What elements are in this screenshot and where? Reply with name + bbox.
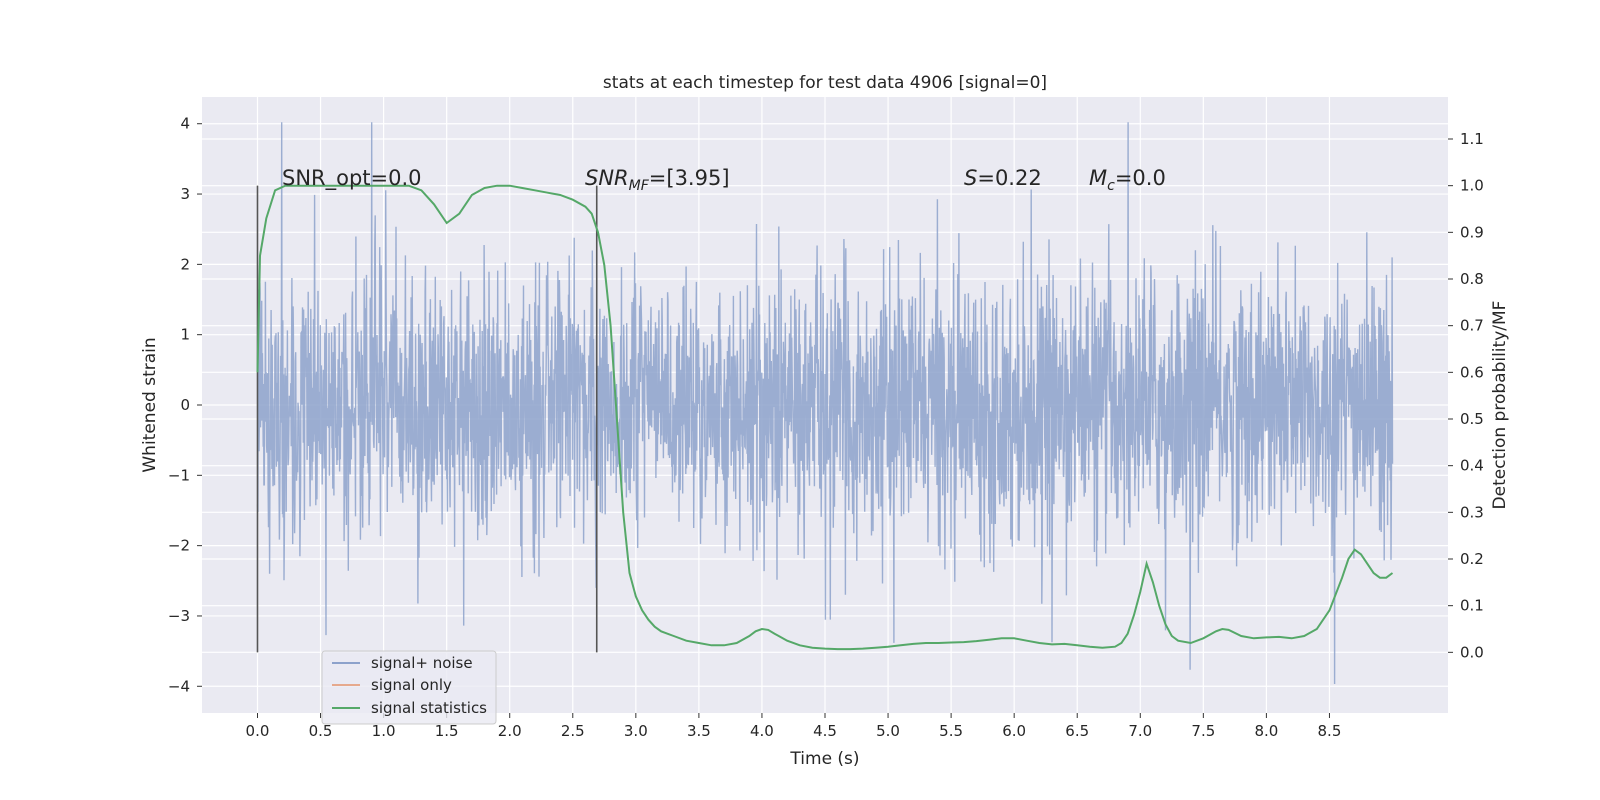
noise-line <box>256 122 1394 685</box>
x-tick-label: 1.5 <box>435 722 459 740</box>
x-tick-label: 6.0 <box>1002 722 1026 740</box>
y-left-tick-label: 3 <box>180 185 190 203</box>
statistics-series <box>256 184 1394 651</box>
noise-series <box>256 122 1394 685</box>
y-right-tick-label: 0.2 <box>1460 550 1484 568</box>
x-tick-label: 0.0 <box>246 722 270 740</box>
annotation-snr-mf-subscript: MF <box>629 178 650 194</box>
y-right-tick-label: 1.1 <box>1460 130 1484 148</box>
x-tick-label: 8.0 <box>1254 722 1278 740</box>
annotation-mc: Mc=0.0 <box>1089 166 1166 194</box>
legend-label-signal-only: signal only <box>371 676 452 694</box>
vertical-markers <box>256 185 598 653</box>
y-right-tick-label: 0.7 <box>1460 317 1484 335</box>
annotation-snr-mf: SNRMF=[3.95] <box>585 166 730 194</box>
x-tick-label: 2.0 <box>498 722 522 740</box>
x-axis-label: Time (s) <box>789 749 859 769</box>
y-left-tick-label: −3 <box>168 607 190 625</box>
x-tick-label: 1.0 <box>372 722 396 740</box>
y-left-tick-label: 2 <box>180 255 190 273</box>
x-tick-label: 6.5 <box>1065 722 1089 740</box>
x-tick-label: 5.0 <box>876 722 900 740</box>
annotation-snr-opt: SNR_opt=0.0 <box>282 166 422 191</box>
y-left-tick-label: 1 <box>180 326 190 344</box>
y-right-tick-label: 0.6 <box>1460 363 1484 381</box>
y-left-tick-label: −1 <box>168 466 190 484</box>
annotation-mc-value: =0.0 <box>1115 166 1166 190</box>
x-tick-label: 4.5 <box>813 722 837 740</box>
y-right-tick-label: 0.3 <box>1460 503 1484 521</box>
x-tick-label: 0.5 <box>309 722 333 740</box>
y-right-tick-label: 0.8 <box>1460 270 1484 288</box>
x-tick-label: 3.5 <box>687 722 711 740</box>
y-right-tick-label: 1.0 <box>1460 177 1484 195</box>
y-left-tick-label: −4 <box>168 677 190 695</box>
y-axis-label-right: Detection probability/MF <box>1490 301 1510 510</box>
y-right-tick-label: 0.1 <box>1460 597 1484 615</box>
legend-label-noise: signal+ noise <box>371 654 473 672</box>
axis-ticks: 0.0 0.5 1.0 1.5 2.0 2.5 3.0 3.5 4.0 4.5 5.0 5.5 6.0 6… <box>168 115 1484 740</box>
x-tick-label: 7.5 <box>1191 722 1215 740</box>
annotation-s: S=0.22 <box>964 166 1042 190</box>
annotations: SNR_opt=0.0 SNRMF=[3.95] S=0.22 Mc=0.0 <box>282 166 1166 194</box>
legend: signal+ noise signal only signal statist… <box>321 650 497 725</box>
x-tick-label: 2.5 <box>561 722 585 740</box>
annotation-snr-mf-symbol: SNR <box>585 166 629 190</box>
y-right-tick-label: 0.4 <box>1460 457 1484 475</box>
chart-title: stats at each timestep for test data 490… <box>603 73 1047 93</box>
annotation-snr-mf-value: =[3.95] <box>649 166 730 190</box>
y-left-tick-label: 0 <box>180 396 190 414</box>
y-right-tick-label: 0.0 <box>1460 643 1484 661</box>
annotation-s-value: =0.22 <box>977 166 1041 190</box>
x-tick-label: 7.0 <box>1128 722 1152 740</box>
y-left-tick-label: −2 <box>168 537 190 555</box>
y-right-tick-label: 0.9 <box>1460 223 1484 241</box>
x-tick-label: 8.5 <box>1318 722 1342 740</box>
annotation-mc-symbol: M <box>1089 166 1107 190</box>
annotation-s-symbol: S <box>964 166 977 190</box>
y-axis-label-left: Whitened strain <box>140 337 160 472</box>
x-tick-label: 3.0 <box>624 722 648 740</box>
statistics-line <box>256 184 1394 651</box>
legend-box <box>321 650 497 725</box>
y-right-tick-label: 0.5 <box>1460 410 1484 428</box>
x-tick-label: 4.0 <box>750 722 774 740</box>
y-left-tick-label: 4 <box>180 115 190 133</box>
annotation-mc-subscript: c <box>1107 178 1115 194</box>
legend-label-statistics: signal statistics <box>371 699 487 717</box>
x-tick-label: 5.5 <box>939 722 963 740</box>
